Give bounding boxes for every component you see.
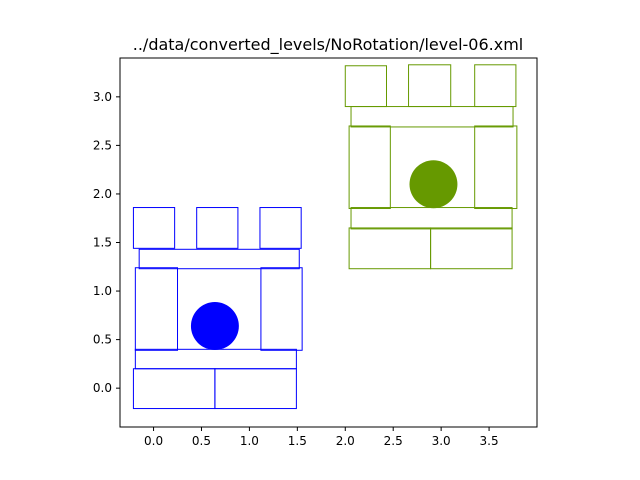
x-tick-label: 3.5 [480,434,499,448]
y-tick-label: 3.0 [93,90,112,104]
y-tick-label: 0.0 [93,381,112,395]
x-tick-label: 0.0 [144,434,163,448]
block-2-4 [348,125,391,210]
x-tick-label: 3.0 [432,434,451,448]
axes: 0.0 0.5 1.0 1.5 2.0 2.5 3.0 3.5 0.0 0.5 1.0 1.5 2.0 2… [93,57,538,448]
y-tick-label: 2.0 [93,187,112,201]
block-1-5 [260,267,303,351]
block-2-2 [430,227,513,270]
x-tick-label: 2.5 [384,434,403,448]
block-2-8 [408,64,452,108]
ball-1 [190,302,239,350]
block-group-2 [344,64,518,270]
y-tick-label: 1.0 [93,284,112,298]
block-group-1 [132,207,303,410]
y-tick-label: 2.5 [93,138,112,152]
block-2-7 [344,65,387,108]
chart-title: ../data/converted_levels/NoRotation/leve… [133,35,523,55]
block-1-7 [132,207,176,249]
block-2-9 [474,64,517,108]
x-tick-label: 1.0 [240,434,259,448]
y-tick-label: 0.5 [93,333,112,347]
block-2-5 [474,125,518,210]
x-tick-label: 0.5 [192,434,211,448]
ball-2 [409,160,458,209]
block-1-8 [196,207,239,249]
block-1-9 [259,207,302,249]
x-tick-label: 1.5 [288,434,307,448]
plot-marks [132,64,518,410]
block-1-6 [138,248,300,270]
y-tick-label: 1.5 [93,236,112,250]
block-1-4 [134,267,179,351]
x-tick-label: 2.0 [336,434,355,448]
